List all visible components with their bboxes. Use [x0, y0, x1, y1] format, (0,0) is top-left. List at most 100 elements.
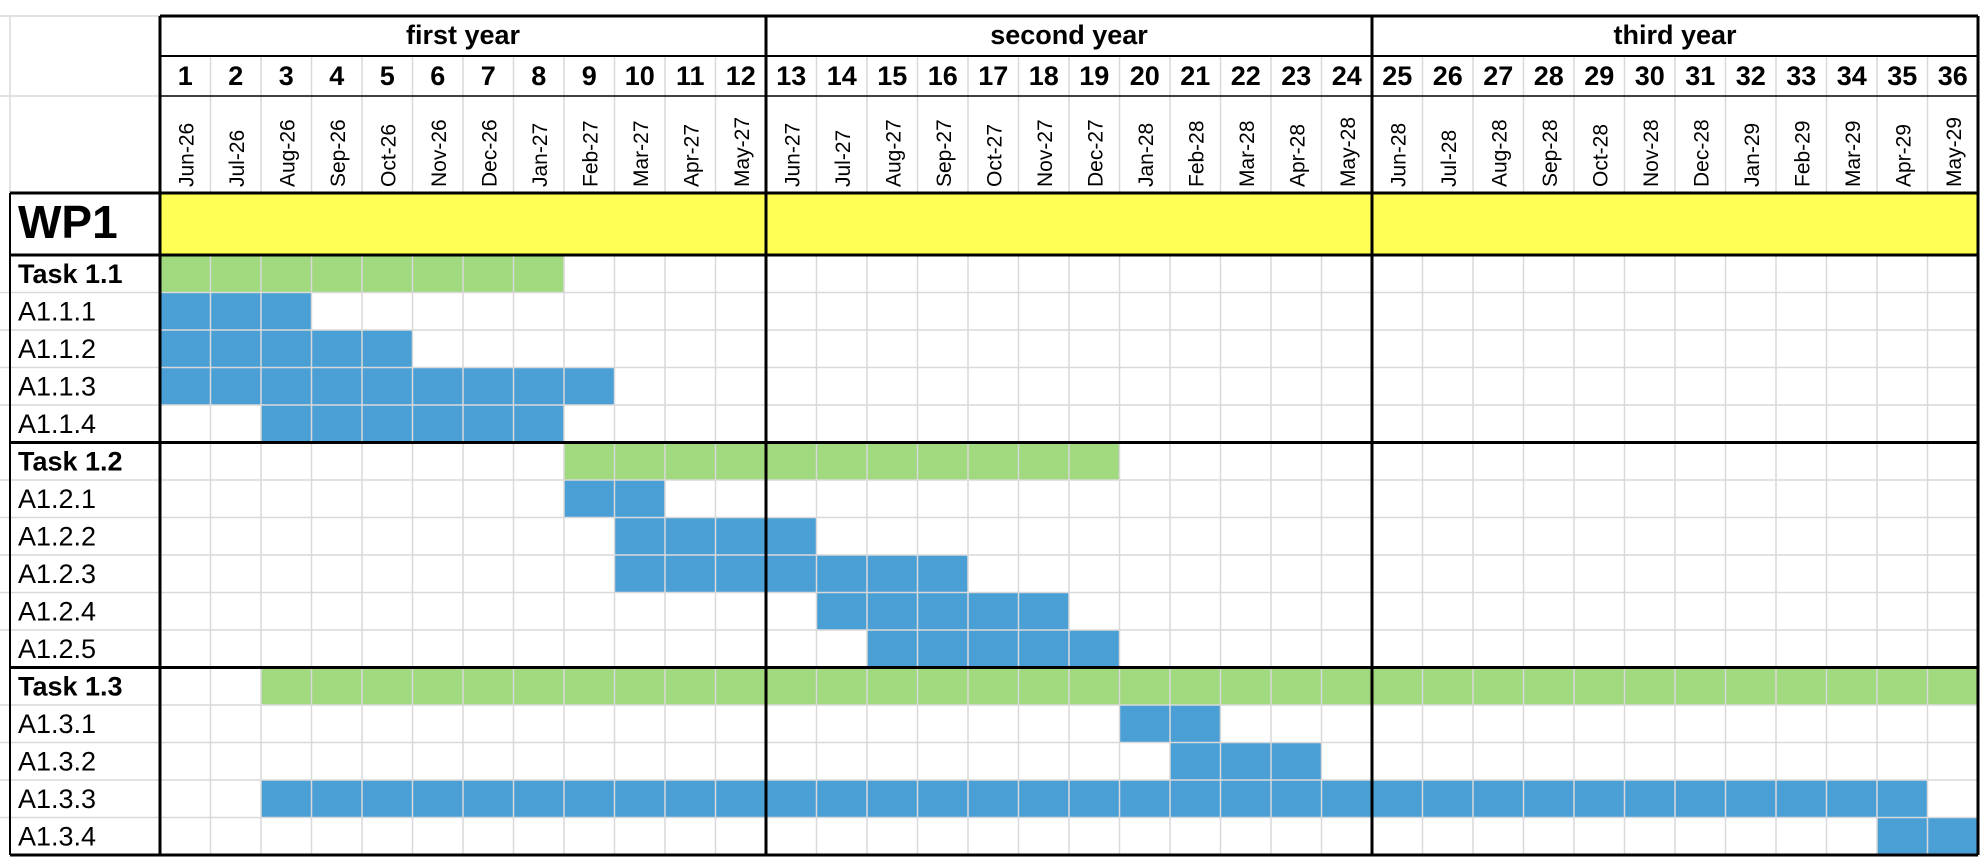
month-label: Oct-28	[1589, 124, 1612, 187]
work-package-label: WP1	[18, 196, 118, 248]
month-number: 4	[329, 61, 344, 91]
month-label: Mar-29	[1842, 120, 1865, 187]
month-label: Sep-27	[933, 119, 956, 187]
month-number: 5	[380, 61, 395, 91]
activity-bar	[160, 367, 615, 405]
month-number: 32	[1736, 61, 1766, 91]
month-label: Mar-28	[1236, 120, 1259, 187]
activity-bar	[816, 592, 1069, 630]
month-label: Jul-27	[832, 130, 855, 187]
month-number: 3	[279, 61, 294, 91]
month-label: Oct-27	[983, 124, 1006, 187]
month-label: Nov-28	[1640, 119, 1663, 187]
month-number: 24	[1332, 61, 1362, 91]
month-label: Sep-28	[1539, 119, 1562, 187]
work-package-bar	[160, 193, 1978, 255]
month-number: 16	[928, 61, 958, 91]
month-label: Jun-28	[1387, 123, 1410, 187]
month-label: Aug-26	[276, 119, 299, 187]
month-label: Aug-27	[882, 119, 905, 187]
activity-label: A1.3.3	[18, 784, 96, 814]
month-number: 31	[1685, 61, 1715, 91]
task-label: Task 1.2	[18, 446, 123, 476]
activity-bar	[1170, 742, 1322, 780]
month-number: 8	[531, 61, 546, 91]
activity-label: A1.2.1	[18, 484, 96, 514]
month-label: Jan-28	[1135, 123, 1158, 187]
month-label: Dec-27	[1084, 119, 1107, 187]
month-number: 27	[1483, 61, 1513, 91]
month-label: Nov-26	[428, 119, 451, 187]
task-label: Task 1.1	[18, 259, 123, 289]
month-number: 6	[430, 61, 445, 91]
month-label: Feb-28	[1185, 120, 1208, 187]
month-number: 14	[827, 61, 857, 91]
month-label: Jan-27	[529, 123, 552, 187]
month-number: 2	[228, 61, 243, 91]
month-label: Jun-26	[175, 123, 198, 187]
month-label: Jun-27	[781, 123, 804, 187]
month-label: Dec-28	[1690, 119, 1713, 187]
month-number: 9	[582, 61, 597, 91]
activity-label: A1.2.4	[18, 596, 96, 626]
month-number: 35	[1887, 61, 1917, 91]
month-label: Sep-26	[327, 119, 350, 187]
activity-bar	[160, 292, 312, 330]
activity-bar	[160, 330, 413, 368]
month-number: 13	[776, 61, 806, 91]
month-label: Jul-28	[1438, 130, 1461, 187]
month-number: 23	[1281, 61, 1311, 91]
activity-label: A1.1.3	[18, 371, 96, 401]
month-number: 18	[1029, 61, 1059, 91]
activity-label: A1.3.2	[18, 746, 96, 776]
activity-label: A1.1.4	[18, 409, 96, 439]
month-label: Apr-29	[1892, 124, 1915, 187]
month-number: 1	[178, 61, 193, 91]
month-label: Apr-28	[1286, 124, 1309, 187]
activity-bar	[867, 630, 1120, 668]
activity-label: A1.3.1	[18, 709, 96, 739]
month-label: Jul-26	[226, 130, 249, 187]
month-label: Oct-26	[377, 124, 400, 187]
month-number: 22	[1231, 61, 1261, 91]
month-label: May-29	[1943, 117, 1966, 187]
month-label: Apr-27	[680, 124, 703, 187]
month-number: 12	[726, 61, 756, 91]
month-label: Nov-27	[1034, 119, 1057, 187]
month-number: 11	[676, 61, 705, 91]
activity-label: A1.2.5	[18, 634, 96, 664]
month-number: 36	[1938, 61, 1968, 91]
month-number: 30	[1635, 61, 1665, 91]
month-number: 29	[1584, 61, 1614, 91]
month-label: Mar-27	[630, 120, 653, 187]
activity-label: A1.1.1	[18, 296, 96, 326]
month-number: 19	[1079, 61, 1109, 91]
month-number: 26	[1433, 61, 1463, 91]
month-label: Aug-28	[1488, 119, 1511, 187]
month-label: Feb-27	[579, 120, 602, 187]
activity-label: A1.3.4	[18, 821, 96, 851]
activity-label: A1.2.2	[18, 521, 96, 551]
activity-bar	[614, 555, 968, 593]
year-label: first year	[406, 20, 521, 50]
month-number: 25	[1382, 61, 1412, 91]
activity-label: A1.2.3	[18, 559, 96, 589]
month-number: 21	[1180, 61, 1210, 91]
month-label: May-27	[731, 117, 754, 187]
month-number: 20	[1130, 61, 1160, 91]
year-label: second year	[990, 20, 1148, 50]
task-bar	[564, 442, 1120, 480]
month-number: 34	[1837, 61, 1867, 91]
month-number: 17	[978, 61, 1008, 91]
month-number: 28	[1534, 61, 1564, 91]
month-number: 10	[625, 61, 655, 91]
activity-label: A1.1.2	[18, 334, 96, 364]
month-number: 33	[1786, 61, 1816, 91]
task-label: Task 1.3	[18, 671, 123, 701]
month-number: 7	[481, 61, 496, 91]
month-label: Dec-26	[478, 119, 501, 187]
month-label: Jan-29	[1741, 123, 1764, 187]
activity-bar	[261, 780, 1928, 818]
year-label: third year	[1613, 20, 1737, 50]
